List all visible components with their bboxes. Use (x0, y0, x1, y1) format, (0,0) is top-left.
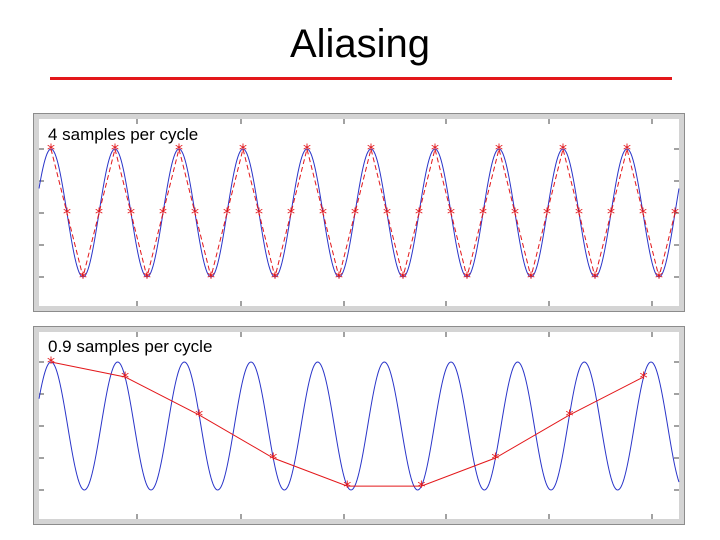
sample-point: * (95, 204, 103, 223)
sample-point: * (175, 140, 183, 159)
sample-point: * (607, 204, 615, 223)
sample-point: * (415, 204, 423, 223)
signal-curve (38, 148, 680, 278)
sample-point: * (207, 268, 215, 287)
sample-point: * (447, 204, 455, 223)
sample-point: * (639, 204, 647, 223)
sample-point: * (303, 140, 311, 159)
plot-0-9-samples-svg: * * * * * * * * * (38, 332, 680, 519)
sample-point: * (121, 368, 129, 387)
sample-point: * (591, 268, 599, 287)
sample-point: * (269, 449, 277, 468)
plot-label-4-samples: 4 samples per cycle (48, 125, 199, 144)
plot-4-samples-svg: * * * * * * * * * * * * * * * * * * * * * * * * * * * * * * * * * * * * * * * * (38, 119, 680, 306)
title-underline (50, 77, 672, 80)
signal-curve (38, 361, 680, 491)
slide-title: Aliasing (289, 22, 431, 66)
sample-point: * (271, 268, 279, 287)
sample-point: * (351, 204, 359, 223)
sample-point: * (255, 204, 263, 223)
sample-point: * (463, 268, 471, 287)
sample-point: * (195, 406, 203, 425)
sample-point: * (319, 204, 327, 223)
sample-point: * (111, 140, 119, 159)
plot-label-0-9-samples: 0.9 samples per cycle (48, 337, 213, 356)
sample-point: * (417, 477, 425, 496)
sample-point: * (143, 268, 151, 287)
sample-point: * (239, 140, 247, 159)
sample-point: * (640, 368, 648, 387)
sample-point: * (543, 204, 551, 223)
sample-point: * (399, 268, 407, 287)
sample-point: * (79, 268, 87, 287)
sample-point: * (127, 204, 135, 223)
sample-point: * (367, 140, 375, 159)
sample-point: * (191, 204, 199, 223)
sample-point: * (287, 204, 295, 223)
sample-point: * (623, 140, 631, 159)
plot-area (39, 119, 679, 306)
sample-point: * (566, 406, 574, 425)
sample-point: * (655, 268, 663, 287)
sample-point: * (47, 353, 55, 372)
sample-point: * (343, 477, 351, 496)
plot-panel-4-samples: * * * * * * * * * * * * * * * * * * * * * * * * * * * * * * * * * * * * * * * *… (33, 113, 685, 312)
plot-area (39, 332, 679, 519)
sample-point: * (479, 204, 487, 223)
sample-point: * (159, 204, 167, 223)
sample-line (50, 361, 644, 487)
sample-point: * (511, 204, 519, 223)
plot-panel-0-9-samples: * * * * * * * * * 0.9 samples per cycle (33, 326, 685, 525)
sample-point: * (63, 204, 71, 223)
sample-line (50, 148, 676, 278)
sample-point: * (527, 268, 535, 287)
sample-point: * (575, 204, 583, 223)
sample-point: * (495, 140, 503, 159)
sample-point: * (491, 449, 499, 468)
sample-point: * (335, 268, 343, 287)
sample-point: * (383, 204, 391, 223)
sample-point: * (223, 204, 231, 223)
sample-point: * (47, 140, 55, 159)
sample-point: * (431, 140, 439, 159)
sample-point: * (559, 140, 567, 159)
sample-point: * (671, 204, 679, 223)
